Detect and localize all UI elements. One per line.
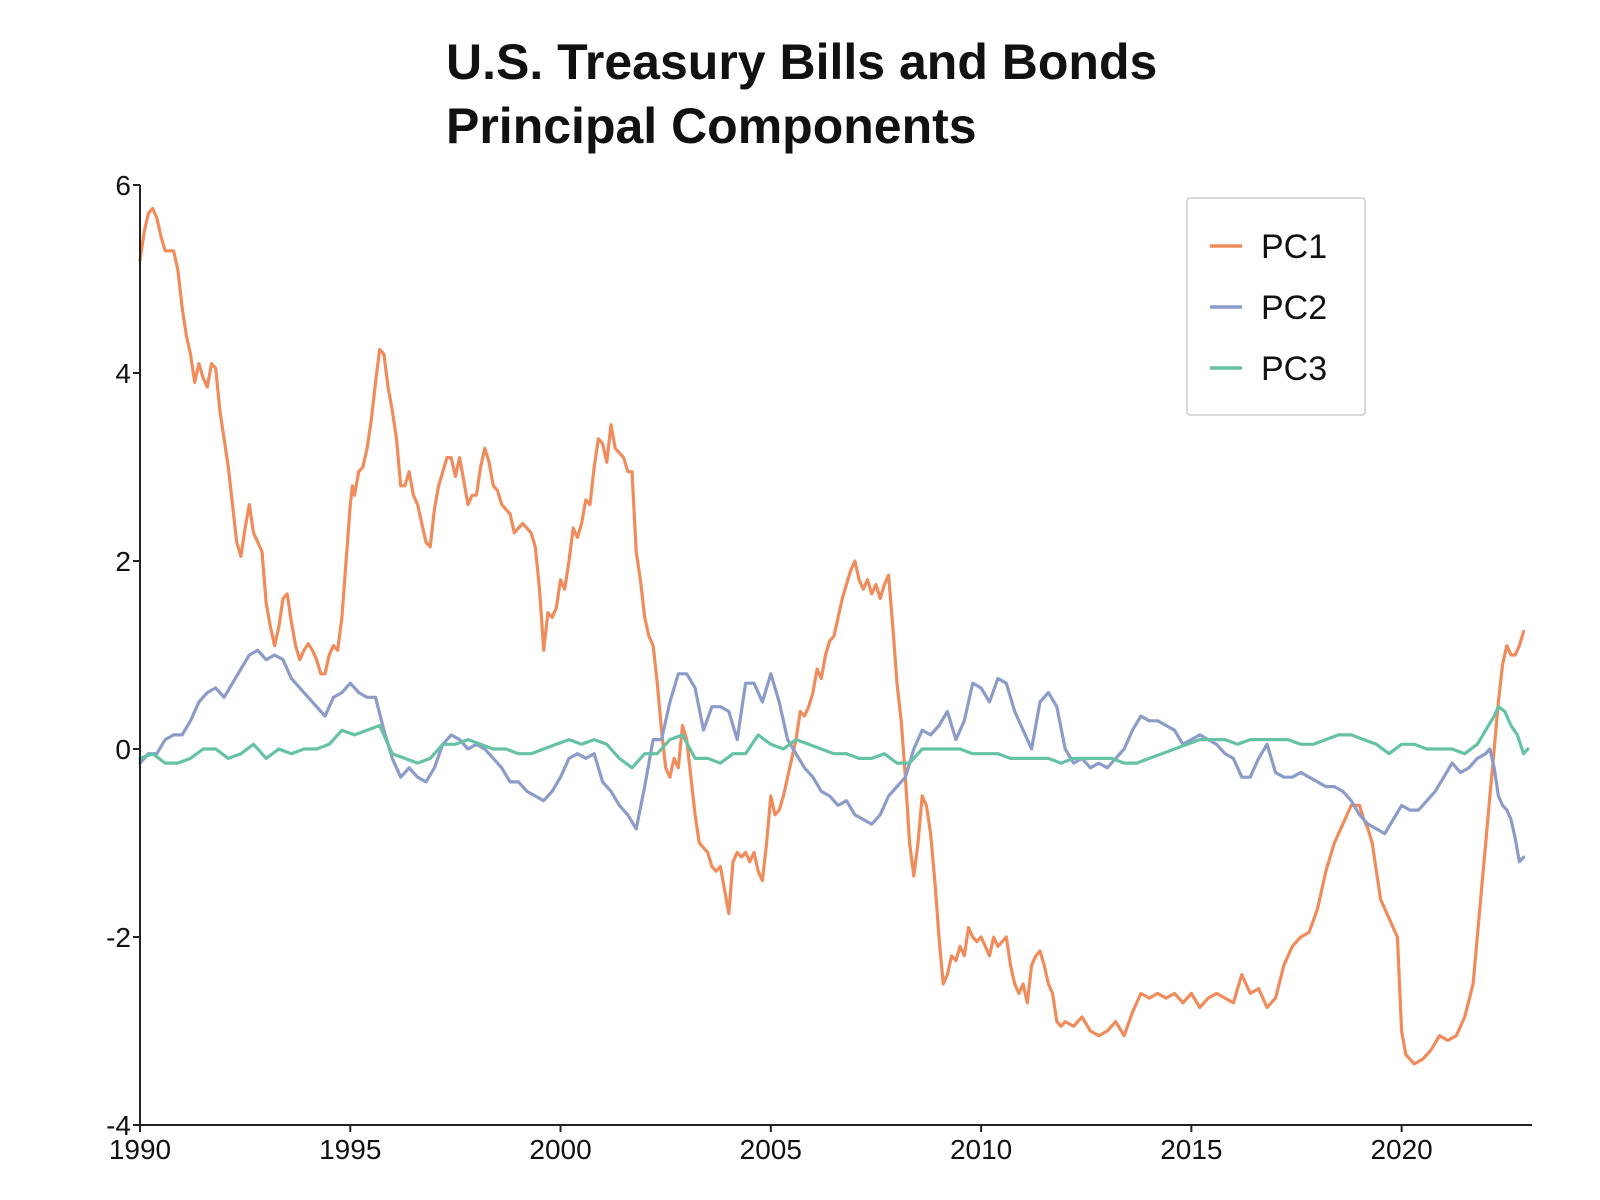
x-tick-label: 2020 [1370, 1134, 1432, 1165]
x-tick-label: 1995 [319, 1134, 381, 1165]
y-tick-label: -4 [106, 1110, 131, 1141]
legend: PC1 PC2 PC3 [1186, 197, 1366, 416]
chart-title-line-2: Principal Components [446, 98, 977, 154]
axes: -4 -2 0 2 4 6 1990 1995 2000 2005 2010 2015 2020 [106, 170, 1532, 1165]
chart-title-line-1: U.S. Treasury Bills and Bonds [446, 34, 1158, 90]
legend-label-pc2: PC2 [1261, 289, 1327, 327]
legend-box [1186, 197, 1366, 416]
legend-label-pc3: PC3 [1261, 350, 1327, 388]
legend-label-pc1: PC1 [1261, 228, 1327, 266]
x-tick-label: 2005 [740, 1134, 802, 1165]
x-tick-label: 1990 [109, 1134, 171, 1165]
series-line-pc1 [138, 206, 1526, 1066]
y-tick-label: 0 [115, 734, 131, 765]
chart-title: U.S. Treasury Bills and Bonds Principal … [446, 30, 1157, 158]
x-tick-label: 2015 [1160, 1134, 1222, 1165]
y-tick-label: 6 [115, 170, 131, 201]
x-tick-label: 2000 [529, 1134, 591, 1165]
series-layer [138, 206, 1530, 1066]
y-tick-label: -2 [106, 922, 131, 953]
series-line-pc3 [138, 705, 1530, 770]
y-tick-label: 4 [115, 358, 131, 389]
x-tick-label: 2010 [950, 1134, 1012, 1165]
series-line-pc2 [138, 648, 1526, 864]
y-tick-label: 2 [115, 546, 131, 577]
